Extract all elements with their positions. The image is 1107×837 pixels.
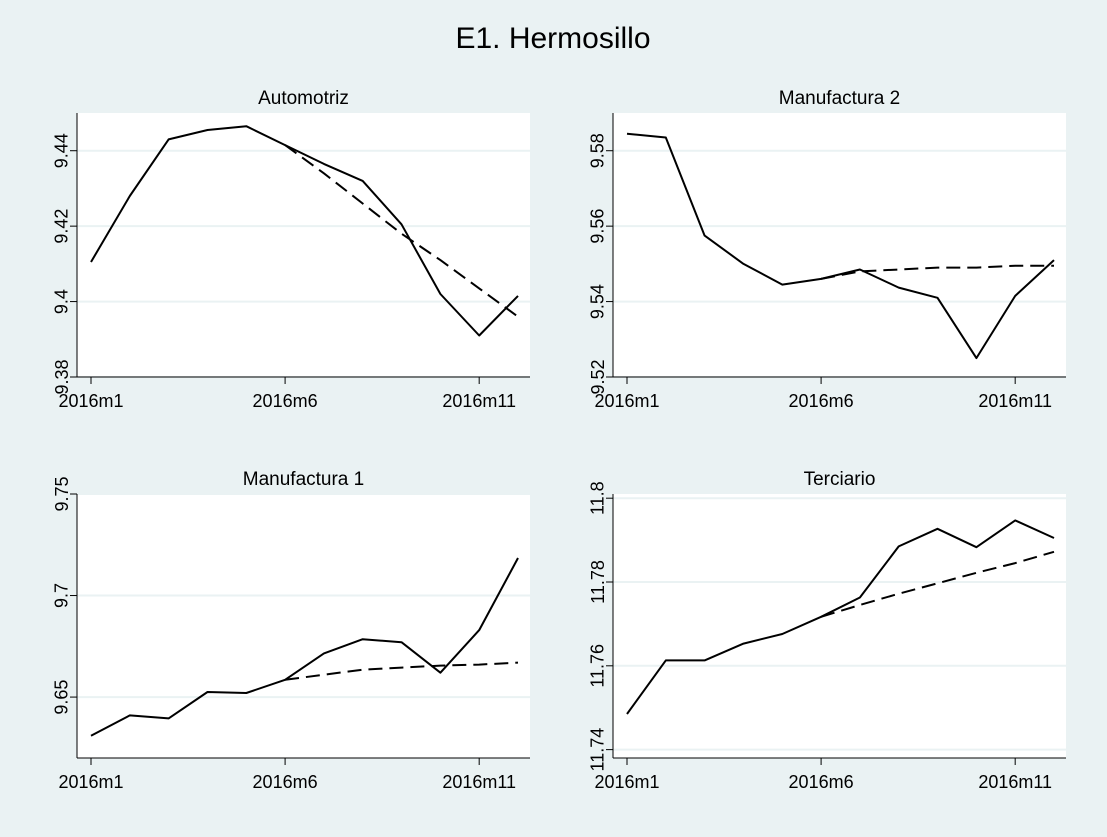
plot-area xyxy=(613,494,1066,758)
y-tick-label: 11.8 xyxy=(588,481,608,515)
series-line-dashed xyxy=(820,550,1055,618)
panel-4: Terciario 11.74 11.76 11.78 11.8 2016m1 2016m6… xyxy=(588,469,1066,792)
y-tick-label: 9.7 xyxy=(52,583,72,608)
y-tick-label: 9.44 xyxy=(52,133,72,168)
series-line-solid xyxy=(90,557,519,737)
x-tick-label: 2016m1 xyxy=(58,772,123,792)
subplot-title: Manufactura 2 xyxy=(779,88,900,109)
y-tick-label: 9.75 xyxy=(52,476,72,511)
x-tick-label: 2016m6 xyxy=(789,391,854,411)
x-tick-label: 2016m11 xyxy=(978,772,1052,792)
panel-3: Manufactura 1 9.65 9.7 9.75 2016m1 2016m6 2016… xyxy=(52,469,530,792)
y-tick-label: 9.42 xyxy=(52,209,72,244)
y-tick-label: 11.76 xyxy=(588,644,608,688)
y-tick-label: 9.65 xyxy=(52,680,72,715)
plot-area xyxy=(77,113,530,377)
y-tick-label: 9.58 xyxy=(588,133,608,168)
x-tick-label: 2016m11 xyxy=(978,391,1052,411)
subplot-title: Automotriz xyxy=(258,88,349,109)
figure-title: E1. Hermosillo xyxy=(455,22,650,55)
series-line-dashed xyxy=(284,661,519,681)
x-tick-label: 2016m11 xyxy=(442,772,516,792)
y-tick-label: 9.52 xyxy=(588,359,608,394)
plot-area xyxy=(77,494,530,758)
subplot-title: Terciario xyxy=(804,469,876,490)
series-line-dashed xyxy=(284,144,519,318)
x-tick-label: 2016m1 xyxy=(58,391,123,411)
y-tick-label: 9.56 xyxy=(588,209,608,244)
x-tick-label: 2016m1 xyxy=(594,391,659,411)
series-line-solid xyxy=(626,132,1055,360)
x-tick-label: 2016m6 xyxy=(253,772,318,792)
x-tick-label: 2016m6 xyxy=(253,391,318,411)
x-tick-label: 2016m1 xyxy=(594,772,659,792)
series-line-solid xyxy=(90,125,519,337)
x-tick-label: 2016m6 xyxy=(789,772,854,792)
series-line-solid xyxy=(626,519,1055,715)
panel-1: Automotriz 9.38 9.4 9.42 9.44 2016m1 2016m6 201… xyxy=(52,88,530,411)
subplot-title: Manufactura 1 xyxy=(243,469,364,490)
y-tick-label: 9.38 xyxy=(52,359,72,394)
plot-area xyxy=(613,113,1066,377)
panel-2: Manufactura 2 9.52 9.54 9.56 9.58 2016m1 2016m… xyxy=(588,88,1066,411)
series-line-dashed xyxy=(820,264,1054,280)
y-tick-label: 11.78 xyxy=(588,560,608,604)
y-tick-label: 11.74 xyxy=(588,728,608,772)
y-tick-label: 9.54 xyxy=(588,284,608,319)
y-tick-label: 9.4 xyxy=(52,289,72,314)
x-tick-label: 2016m11 xyxy=(442,391,516,411)
